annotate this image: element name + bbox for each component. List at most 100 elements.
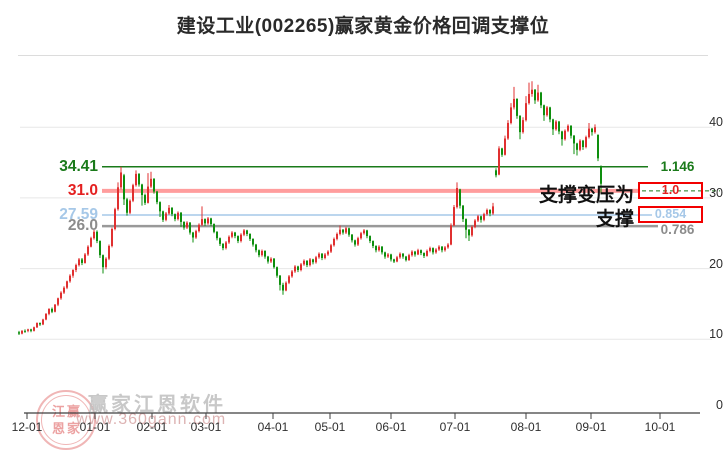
candle-body: [432, 248, 434, 253]
seal-char: 家: [66, 421, 80, 436]
x-tick-label: 09-01: [575, 420, 607, 434]
candle-body: [90, 238, 92, 247]
y-tick-label: 20: [709, 256, 723, 271]
candle-body: [288, 276, 290, 283]
page-title: 建设工业(002265)赢家黄金价格回调支撑位: [176, 16, 550, 37]
candle-body: [441, 246, 443, 251]
candle-body: [378, 246, 380, 251]
support-ratio-value: 0.854: [654, 206, 687, 221]
candle-body: [597, 134, 599, 159]
candle-body: [318, 253, 320, 258]
candle-body: [564, 130, 566, 140]
x-tick-label: 07-01: [439, 420, 471, 434]
candle-body: [114, 209, 116, 230]
candle-body: [96, 231, 98, 242]
candle-body: [252, 238, 254, 245]
seal-char: 赢: [66, 404, 80, 419]
candle-body: [561, 131, 563, 140]
candle-body: [327, 251, 329, 255]
candle-body: [426, 250, 428, 256]
candle-body: [486, 209, 488, 215]
candle-body: [558, 121, 560, 132]
seal-char: 恩: [51, 421, 65, 436]
candle-body: [477, 216, 479, 221]
candle-body: [321, 253, 323, 258]
candle-body: [543, 105, 545, 116]
title-divider: [18, 55, 708, 56]
candle-body: [246, 230, 248, 234]
candle-body: [438, 246, 440, 250]
candle-body: [42, 319, 44, 325]
candle-body: [417, 250, 419, 255]
candle-body: [228, 236, 230, 243]
candle-body: [423, 253, 425, 256]
candle-body: [216, 231, 218, 239]
support-annotation-text: 支撑变压为: [538, 184, 634, 206]
candle-body: [111, 229, 113, 246]
candle-body: [261, 250, 263, 256]
candle-body: [339, 229, 341, 234]
candle-body: [243, 230, 245, 235]
candle-body: [21, 330, 23, 334]
candle-body: [333, 238, 335, 246]
candle-body: [372, 241, 374, 246]
candle-body: [33, 327, 35, 331]
candle-body: [357, 238, 359, 245]
x-tick-label: 08-01: [510, 420, 542, 434]
candle-body: [546, 107, 548, 116]
candle-body: [459, 189, 461, 206]
candle-body: [219, 238, 221, 244]
x-tick-label: 03-01: [190, 420, 222, 434]
candle-body: [186, 222, 188, 228]
candle-body: [255, 244, 257, 251]
candle-body: [141, 184, 143, 196]
candle-body: [279, 275, 281, 285]
candle-body: [366, 230, 368, 237]
candle-body: [450, 225, 452, 245]
candle-body: [165, 213, 167, 220]
candle-body: [84, 254, 86, 263]
candle-body: [381, 246, 383, 253]
support-annotation-text: 支撑: [595, 208, 634, 230]
candle-body: [150, 178, 152, 187]
candle-body: [159, 202, 161, 212]
candle-body: [72, 270, 74, 276]
candle-body: [363, 230, 365, 234]
x-tick-label: 01-01: [79, 420, 111, 434]
candle-body: [405, 256, 407, 261]
candle-body: [387, 254, 389, 257]
candle-body: [501, 148, 503, 155]
candle-body: [330, 245, 332, 252]
candle-body: [306, 260, 308, 266]
candle-body: [462, 205, 464, 220]
candle-body: [171, 207, 173, 215]
candle-body: [258, 250, 260, 256]
candle-body: [315, 257, 317, 263]
candle-body: [384, 252, 386, 257]
candle-body: [222, 243, 224, 249]
candle-body: [147, 186, 149, 203]
candle-body: [588, 128, 590, 138]
candle-body: [81, 259, 83, 263]
candle-body: [504, 138, 506, 155]
watermark-seal: 江 赢 恩 家: [36, 390, 96, 450]
candle-body: [498, 148, 500, 175]
support-price-label: 31.0: [67, 181, 98, 199]
candle-body: [345, 228, 347, 233]
candle-body: [528, 93, 530, 104]
candle-body: [63, 287, 65, 293]
candle-body: [600, 167, 602, 184]
candle-body: [444, 247, 446, 251]
candle-body: [579, 140, 581, 150]
candle-body: [57, 298, 59, 305]
y-tick-label: 30: [709, 185, 723, 200]
candle-body: [414, 251, 416, 255]
candle-body: [492, 206, 494, 214]
candle-body: [522, 120, 524, 133]
candle-body: [285, 282, 287, 291]
candle-body: [591, 128, 593, 133]
candle-body: [126, 199, 128, 213]
candle-body: [582, 140, 584, 147]
